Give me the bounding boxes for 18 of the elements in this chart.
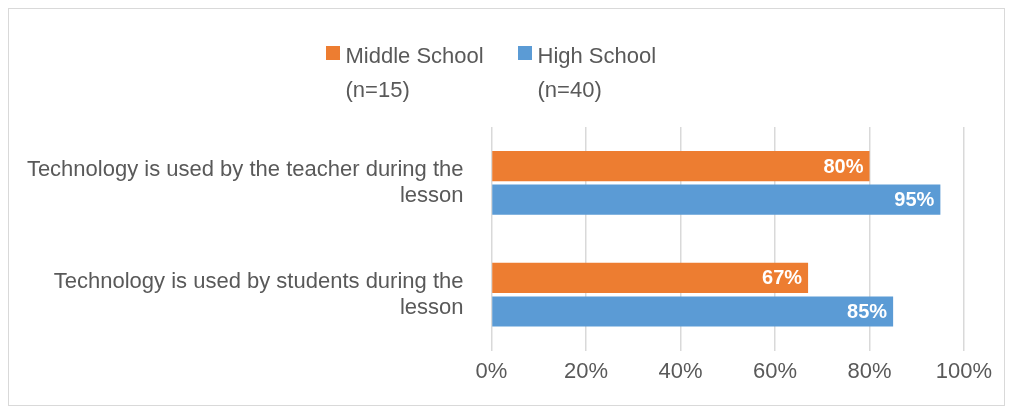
legend-label: High School (n=40) bbox=[537, 42, 658, 104]
legend-label: Middle School (n=15) bbox=[345, 42, 485, 104]
x-tick-label: 40% bbox=[658, 357, 703, 383]
x-tick-label: 20% bbox=[563, 357, 609, 383]
data-label: 67% bbox=[762, 266, 803, 289]
x-tick-label: 0% bbox=[475, 357, 508, 383]
x-tick-label: 80% bbox=[847, 357, 892, 383]
bar bbox=[492, 262, 809, 294]
y-tick-label: Technology is used by the teacher during the lesson bbox=[26, 155, 464, 208]
bar bbox=[492, 184, 941, 215]
y-tick-label: Technology is used by students during the lesson bbox=[53, 267, 464, 319]
bar bbox=[492, 151, 870, 182]
data-label: 80% bbox=[823, 154, 864, 177]
x-tick-label: 60% bbox=[752, 357, 798, 383]
x-tick-label: 100% bbox=[935, 357, 993, 383]
data-label: 95% bbox=[894, 188, 935, 211]
bar bbox=[492, 296, 894, 327]
data-label: 85% bbox=[847, 299, 888, 322]
